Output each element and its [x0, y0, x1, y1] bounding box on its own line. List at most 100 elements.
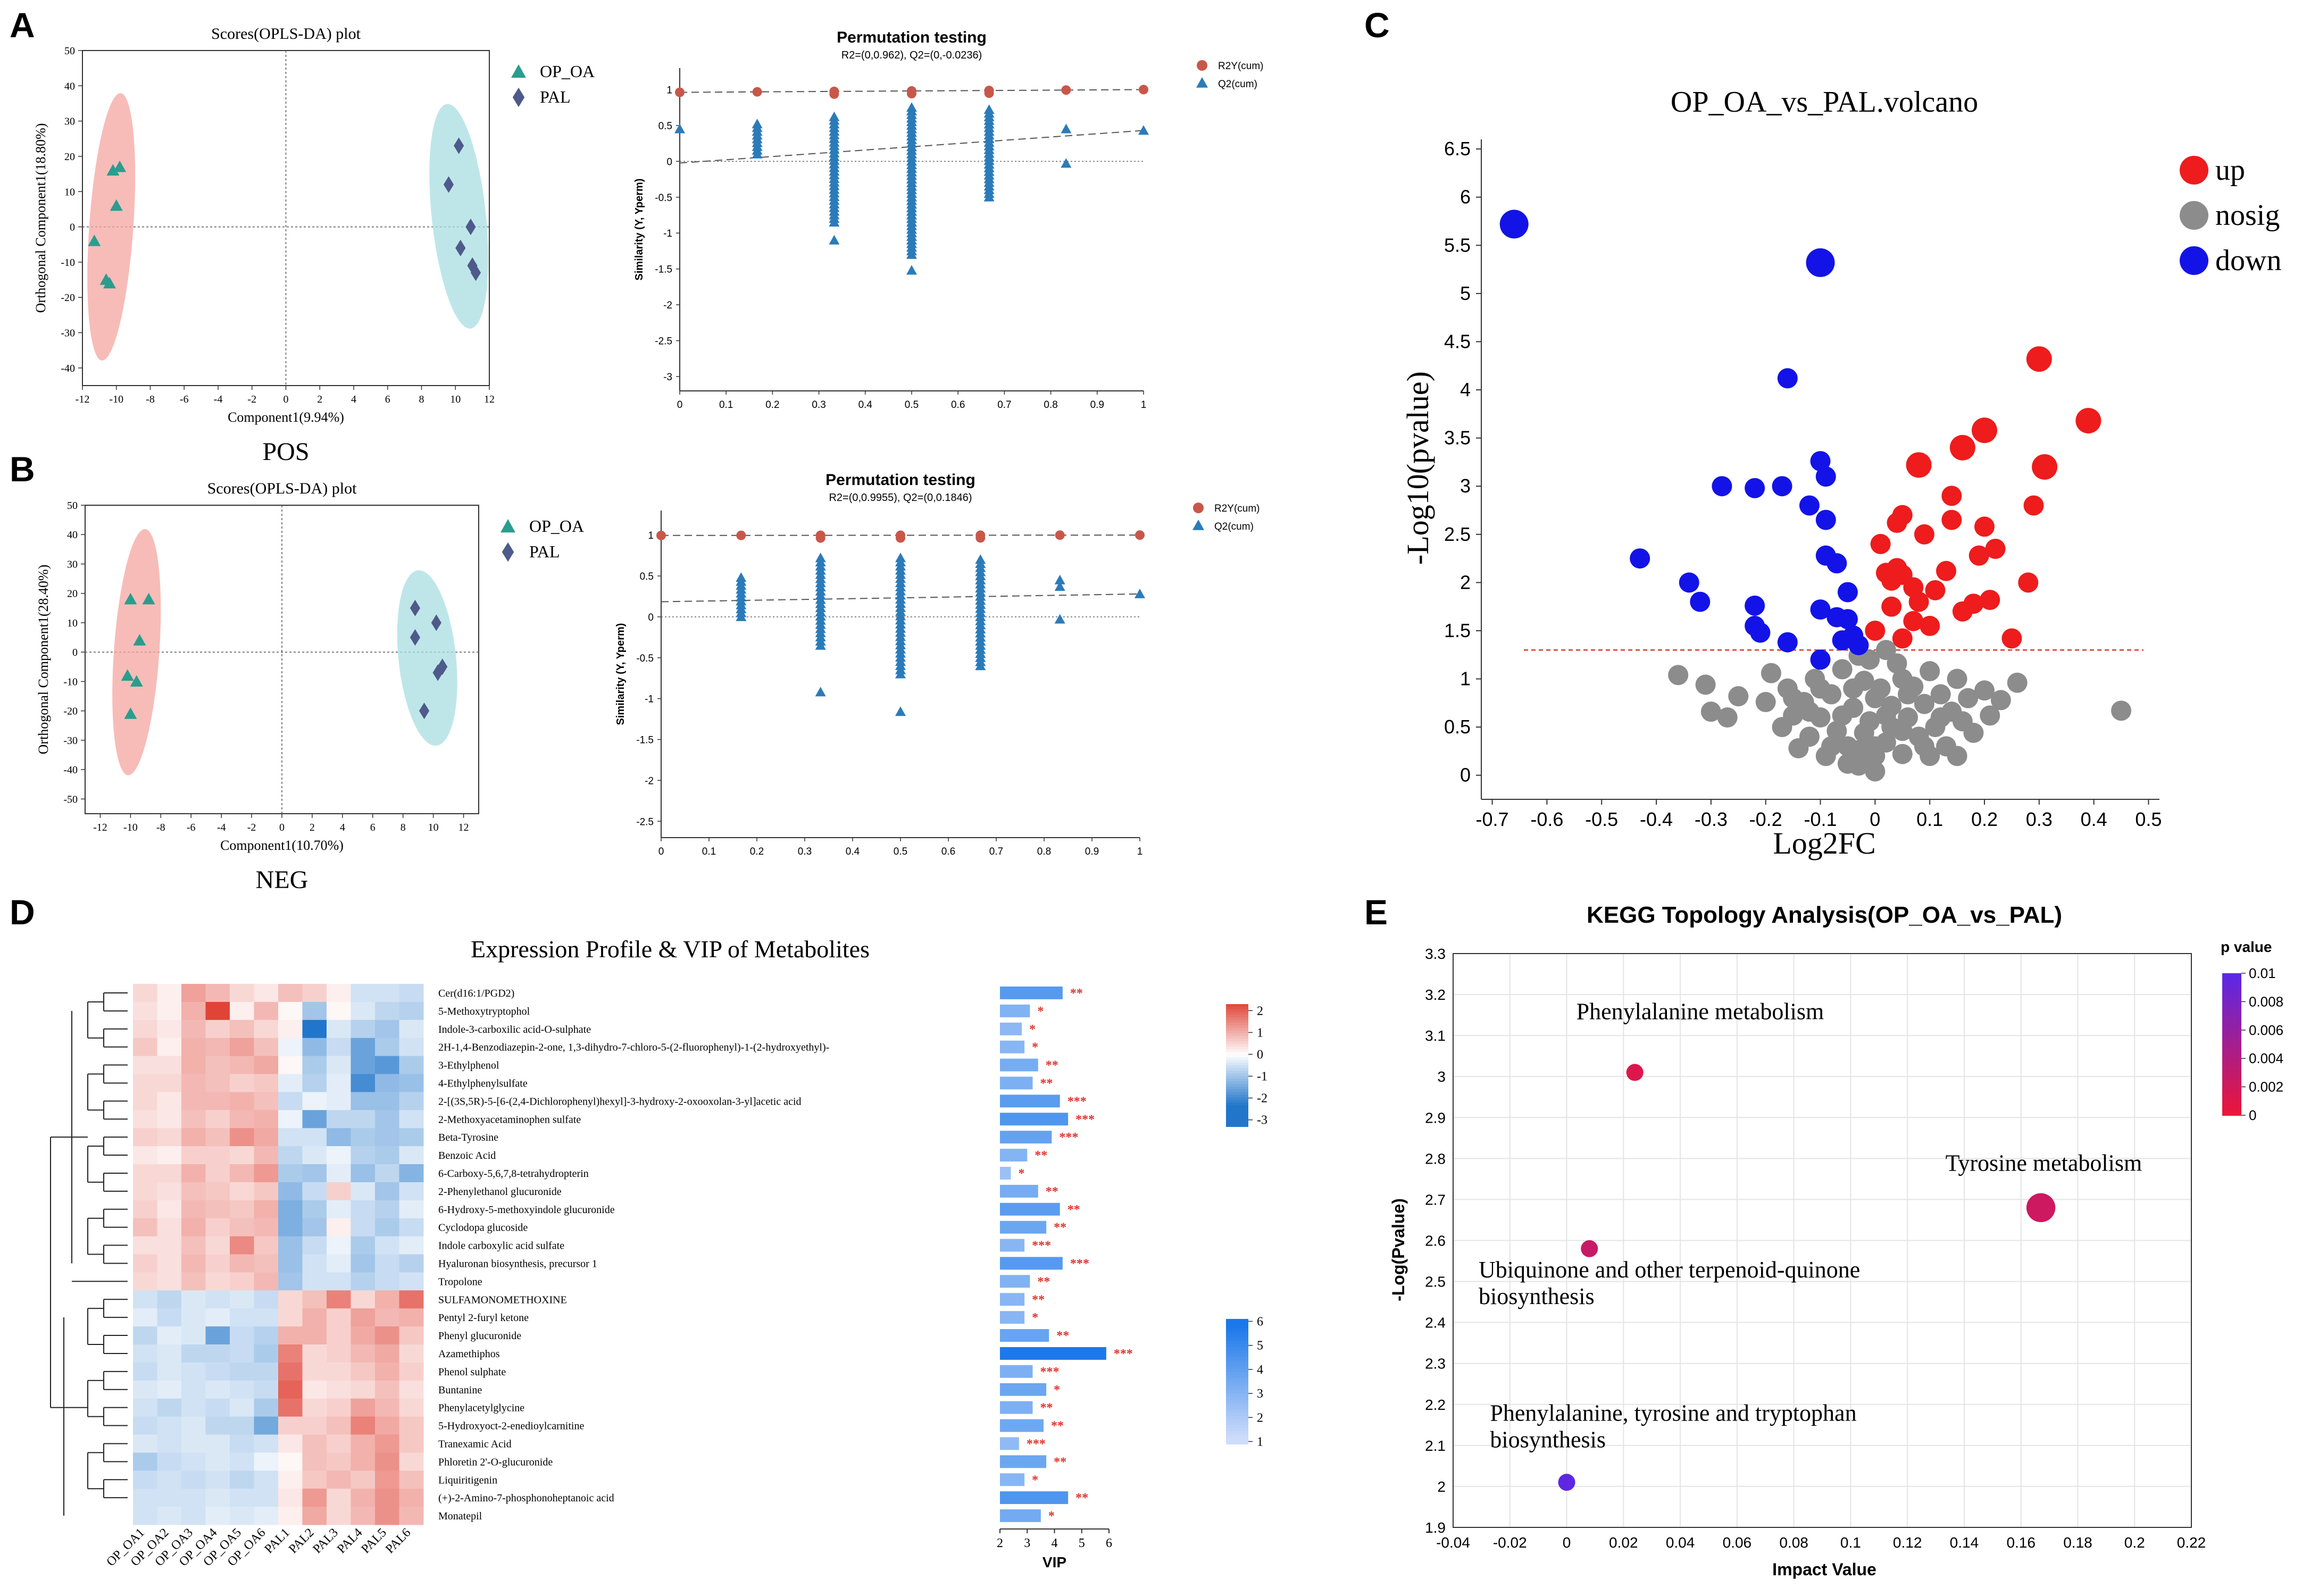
- x-tick-label: -0.4: [1640, 808, 1673, 830]
- x-tick-label: 0.08: [1779, 1534, 1808, 1551]
- heatmap-cell: [205, 1056, 230, 1074]
- heatmap-cell: [181, 1344, 206, 1363]
- data-point-pal: [410, 599, 421, 616]
- r2-point: [1055, 530, 1065, 540]
- heatmap-cell: [375, 1200, 399, 1219]
- significance-stars: *: [1032, 1041, 1038, 1055]
- heatmap-cell: [205, 1470, 230, 1489]
- x-tick-label: 0: [658, 846, 664, 857]
- vip-scale-step: [1226, 1334, 1248, 1339]
- y-tick-label: 0.5: [640, 571, 654, 582]
- heatmap-cell: [399, 1001, 424, 1021]
- x-tick-label: 0: [1563, 1534, 1571, 1551]
- confidence-ellipse: [87, 93, 136, 361]
- up-point: [1908, 591, 1929, 612]
- row-label: Tranexamic Acid: [438, 1438, 512, 1450]
- data-point-pal: [465, 218, 476, 236]
- heatmap-cell: [205, 1038, 230, 1057]
- nosig-point: [1958, 688, 1979, 708]
- y-tick-label: 50: [67, 500, 78, 512]
- heatmap-cell: [230, 1507, 254, 1525]
- heatmap-cell: [302, 1001, 327, 1021]
- down-point: [1837, 609, 1858, 630]
- nosig-point: [1821, 736, 1842, 757]
- y-tick-label: 2.6: [1425, 1233, 1446, 1249]
- heatmap-cell: [302, 1218, 327, 1237]
- panel-c-volcano-plot: OP_OA_vs_PAL.volcano -0.7 -0.6 -0.5 -0.4 -0.3…: [1400, 86, 2281, 860]
- vip-bar: [1000, 1473, 1025, 1486]
- nosig-point: [1695, 674, 1716, 695]
- expression-scale-step: [1226, 1094, 1248, 1098]
- y-axis-label: -Log10(pvalue): [1400, 371, 1435, 565]
- chart-title: Scores(OPLS-DA) plot: [211, 25, 361, 43]
- heatmap-cell: [181, 1452, 206, 1471]
- down-point: [1799, 495, 1820, 516]
- heatmap-cell: [302, 1452, 327, 1471]
- heatmap-cell: [327, 1344, 351, 1363]
- expression-scale-step: [1226, 1121, 1248, 1124]
- heatmap-cell: [205, 1074, 230, 1092]
- significance-stars: ***: [1027, 1438, 1046, 1451]
- heatmap-cell: [351, 1182, 376, 1201]
- x-tick-label: 0.3: [798, 846, 812, 857]
- heatmap-cell: [181, 1182, 206, 1201]
- vip-scale-label: 2: [1257, 1411, 1263, 1425]
- legend-tick-label: 0.006: [2249, 1022, 2283, 1038]
- heatmap-cell: [205, 1380, 230, 1399]
- data-point-op-oa: [106, 164, 120, 176]
- heatmap-cell: [351, 1290, 376, 1309]
- legend-label-r2: R2Y(cum): [1218, 61, 1264, 72]
- heatmap-cell: [327, 1308, 351, 1327]
- legend-gradient-step: [2222, 973, 2241, 977]
- heatmap-cell: [278, 1056, 303, 1074]
- heatmap-cell: [399, 1452, 424, 1471]
- x-tick-label: -0.04: [1436, 1534, 1470, 1551]
- heatmap-cell: [181, 1254, 206, 1273]
- heatmap-cell: [133, 1254, 157, 1273]
- q2-point: [895, 706, 906, 716]
- heatmap-cell: [351, 1200, 376, 1219]
- x-tick-label: -12: [93, 822, 107, 833]
- row-label: 2-Phenylethanol glucuronide: [438, 1186, 562, 1198]
- q2-point: [674, 123, 685, 133]
- heatmap-cell: [278, 1308, 303, 1327]
- x-tick-label: 0.4: [2081, 808, 2107, 830]
- row-label: Liquiritigenin: [438, 1474, 497, 1486]
- expression-scale-step: [1226, 1116, 1248, 1119]
- legend-gradient-step: [2222, 1051, 2241, 1056]
- vip-bar: [1000, 1383, 1047, 1396]
- pathway-label: biosynthesis: [1479, 1283, 1595, 1309]
- y-tick-label: 1: [648, 530, 654, 541]
- data-point-pal: [455, 239, 466, 256]
- heatmap-cell: [351, 1218, 376, 1237]
- vip-scale-step: [1226, 1369, 1248, 1373]
- heatmap-cell: [254, 1146, 279, 1165]
- y-tick-label: 2: [1460, 571, 1471, 593]
- legend-label-pal: PAL: [540, 87, 571, 106]
- up-point: [1925, 580, 1946, 600]
- heatmap-cell: [351, 984, 376, 1002]
- data-point-pal: [419, 703, 430, 720]
- vip-scale-step: [1226, 1384, 1248, 1389]
- heatmap-cell: [230, 1110, 254, 1129]
- heatmap-cell: [327, 1200, 351, 1219]
- x-tick-label: -8: [146, 394, 155, 405]
- legend-gradient-step: [2222, 1080, 2241, 1084]
- significance-stars: *: [1054, 1383, 1060, 1397]
- up-point: [1952, 601, 1973, 622]
- heatmap-cell: [327, 1254, 351, 1273]
- heatmap-cell: [302, 1344, 327, 1363]
- heatmap-cell: [254, 1074, 279, 1092]
- x-tick-label: 0.18: [2063, 1534, 2092, 1551]
- x-tick-label: 0.9: [1090, 399, 1104, 411]
- row-label: Phenylacetylglycine: [438, 1402, 524, 1414]
- heatmap-cell: [399, 1092, 424, 1110]
- up-point: [2026, 346, 2052, 372]
- vip-scale-step: [1226, 1325, 1248, 1329]
- heatmap-cell: [133, 1200, 157, 1219]
- up-point: [1980, 589, 2000, 610]
- legend-gradient-step: [2222, 1101, 2241, 1105]
- heatmap-cell: [157, 1470, 182, 1489]
- x-tick-label: 10: [450, 394, 461, 405]
- y-tick-label: 2: [1437, 1478, 1446, 1495]
